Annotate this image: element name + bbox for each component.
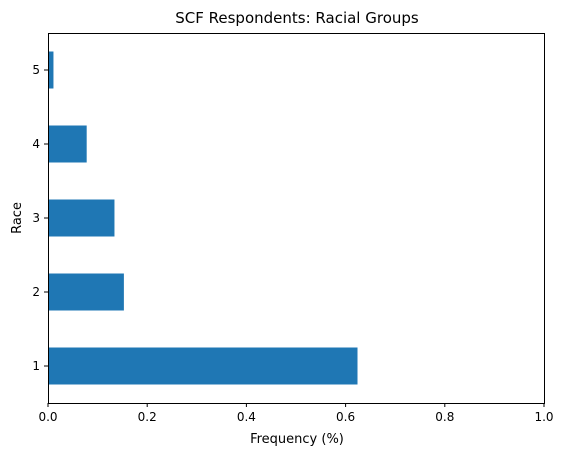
y-tick-label: 5 — [32, 63, 40, 77]
x-tick-label: 0.6 — [336, 410, 355, 424]
bar-race-2 — [48, 273, 124, 311]
plot-frame — [48, 33, 545, 404]
chart-title: SCF Respondents: Racial Groups — [175, 9, 419, 27]
y-axis-label: Race — [10, 202, 25, 234]
x-axis: 0.0 0.2 0.4 0.6 0.8 1.0 — [38, 403, 554, 424]
x-tick-label: 0.2 — [138, 410, 157, 424]
bars-group — [48, 51, 358, 385]
x-axis-label: Frequency (%) — [250, 432, 344, 447]
bar-race-1 — [48, 347, 358, 385]
x-tick-label: 0.0 — [38, 410, 57, 424]
bar-race-5 — [48, 51, 54, 89]
y-tick-label: 2 — [32, 285, 40, 299]
y-tick-label: 4 — [32, 137, 40, 151]
y-axis: 1 2 3 4 5 — [32, 63, 48, 373]
bar-race-3 — [48, 199, 115, 237]
x-tick-label: 0.4 — [237, 410, 256, 424]
x-tick-label: 0.8 — [435, 410, 454, 424]
bar-race-4 — [48, 125, 87, 163]
y-tick-label: 1 — [32, 359, 40, 373]
y-tick-label: 3 — [32, 211, 40, 225]
x-tick-label: 1.0 — [534, 410, 553, 424]
